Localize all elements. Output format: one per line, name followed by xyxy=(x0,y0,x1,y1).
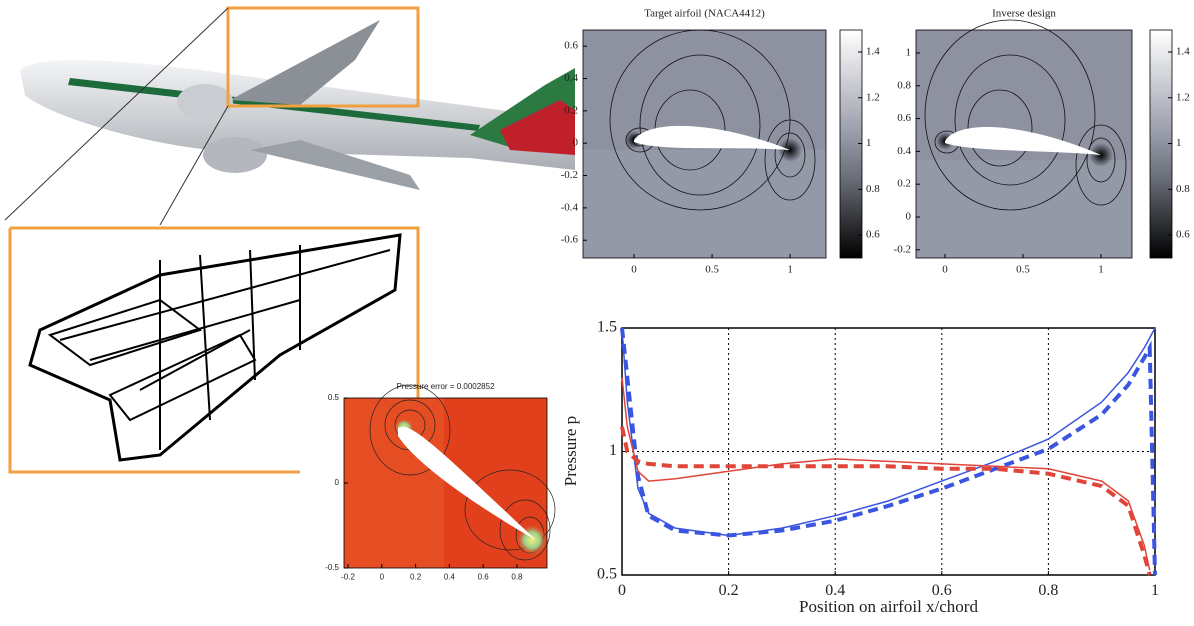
colorbar-tick-label: 1.4 xyxy=(1176,46,1190,58)
y-tick-label: 0.5 xyxy=(597,566,617,583)
chart-title: Pressure error = 0.0002852 xyxy=(396,382,495,391)
colorbar-tick-label: 1.4 xyxy=(866,46,880,58)
x-tick-label: 0.2 xyxy=(719,582,739,599)
x-tick-label: 1 xyxy=(1098,263,1104,275)
x-tick-label: 0.4 xyxy=(444,572,456,581)
x-tick-label: 0 xyxy=(618,582,626,599)
x-tick-label: 1 xyxy=(787,263,793,275)
contour-field xyxy=(344,385,555,568)
x-tick-label: 0.5 xyxy=(1016,263,1030,275)
y-tick-label: 0.2 xyxy=(564,104,578,116)
y-tick-label: 0.6 xyxy=(897,112,911,124)
colorbar-tick-label: 0.6 xyxy=(1176,229,1190,241)
y-axis-label: Pressure p xyxy=(561,416,580,486)
y-tick-label: 0.4 xyxy=(897,145,911,157)
y-tick-label: -0.4 xyxy=(561,201,579,213)
y-tick-label: -0.6 xyxy=(561,234,579,246)
colorbar-tick-label: 1 xyxy=(1176,137,1182,149)
y-tick-label: -0.2 xyxy=(561,169,578,181)
x-tick-label: 0 xyxy=(631,263,637,275)
x-tick-label: 0.8 xyxy=(511,572,523,581)
x-tick-label: 0.8 xyxy=(1038,582,1058,599)
y-tick-label: -0.5 xyxy=(325,563,339,572)
chart-title: Inverse design xyxy=(992,8,1056,20)
x-tick-label: 0.6 xyxy=(478,572,490,581)
chart-title: Target airfoil (NACA4412) xyxy=(644,8,765,20)
y-tick-label: 0 xyxy=(573,137,579,149)
y-tick-label: 0 xyxy=(335,478,340,487)
line-series xyxy=(622,377,1150,570)
x-tick-label: -0.2 xyxy=(341,572,355,581)
x-tick-label: 0.2 xyxy=(410,572,422,581)
y-tick-label: 1 xyxy=(609,442,617,459)
colorbar-tick-label: 0.8 xyxy=(866,183,880,195)
y-tick-label: 0.6 xyxy=(564,40,578,52)
colorbar-tick-label: 0.6 xyxy=(866,229,880,241)
y-tick-label: 0.5 xyxy=(328,393,340,402)
colorbar-tick-label: 1 xyxy=(866,137,872,149)
y-tick-label: 1 xyxy=(906,46,912,58)
y-tick-label: 1.5 xyxy=(597,319,617,336)
y-tick-label: 0.2 xyxy=(897,178,911,190)
x-axis-label: Position on airfoil x/chord xyxy=(799,597,978,616)
contour-field xyxy=(916,20,1132,258)
colorbar-tick-label: 0.8 xyxy=(1176,183,1190,195)
figure: 00.51-0.6-0.4-0.200.20.40.6Target airfoi… xyxy=(0,0,1194,626)
contour-field xyxy=(583,30,826,258)
x-tick-label: 0 xyxy=(942,263,948,275)
y-tick-label: 0.8 xyxy=(897,79,911,91)
x-tick-label: 0.5 xyxy=(705,263,719,275)
colorbar-tick-label: 1.2 xyxy=(866,91,880,103)
colorbar-tick-label: 1.2 xyxy=(1176,91,1190,103)
y-tick-label: 0 xyxy=(906,211,912,223)
y-tick-label: -0.2 xyxy=(894,243,911,255)
x-tick-label: 1 xyxy=(1151,582,1159,599)
x-tick-label: 0 xyxy=(380,572,385,581)
y-tick-label: 0.4 xyxy=(564,72,578,84)
